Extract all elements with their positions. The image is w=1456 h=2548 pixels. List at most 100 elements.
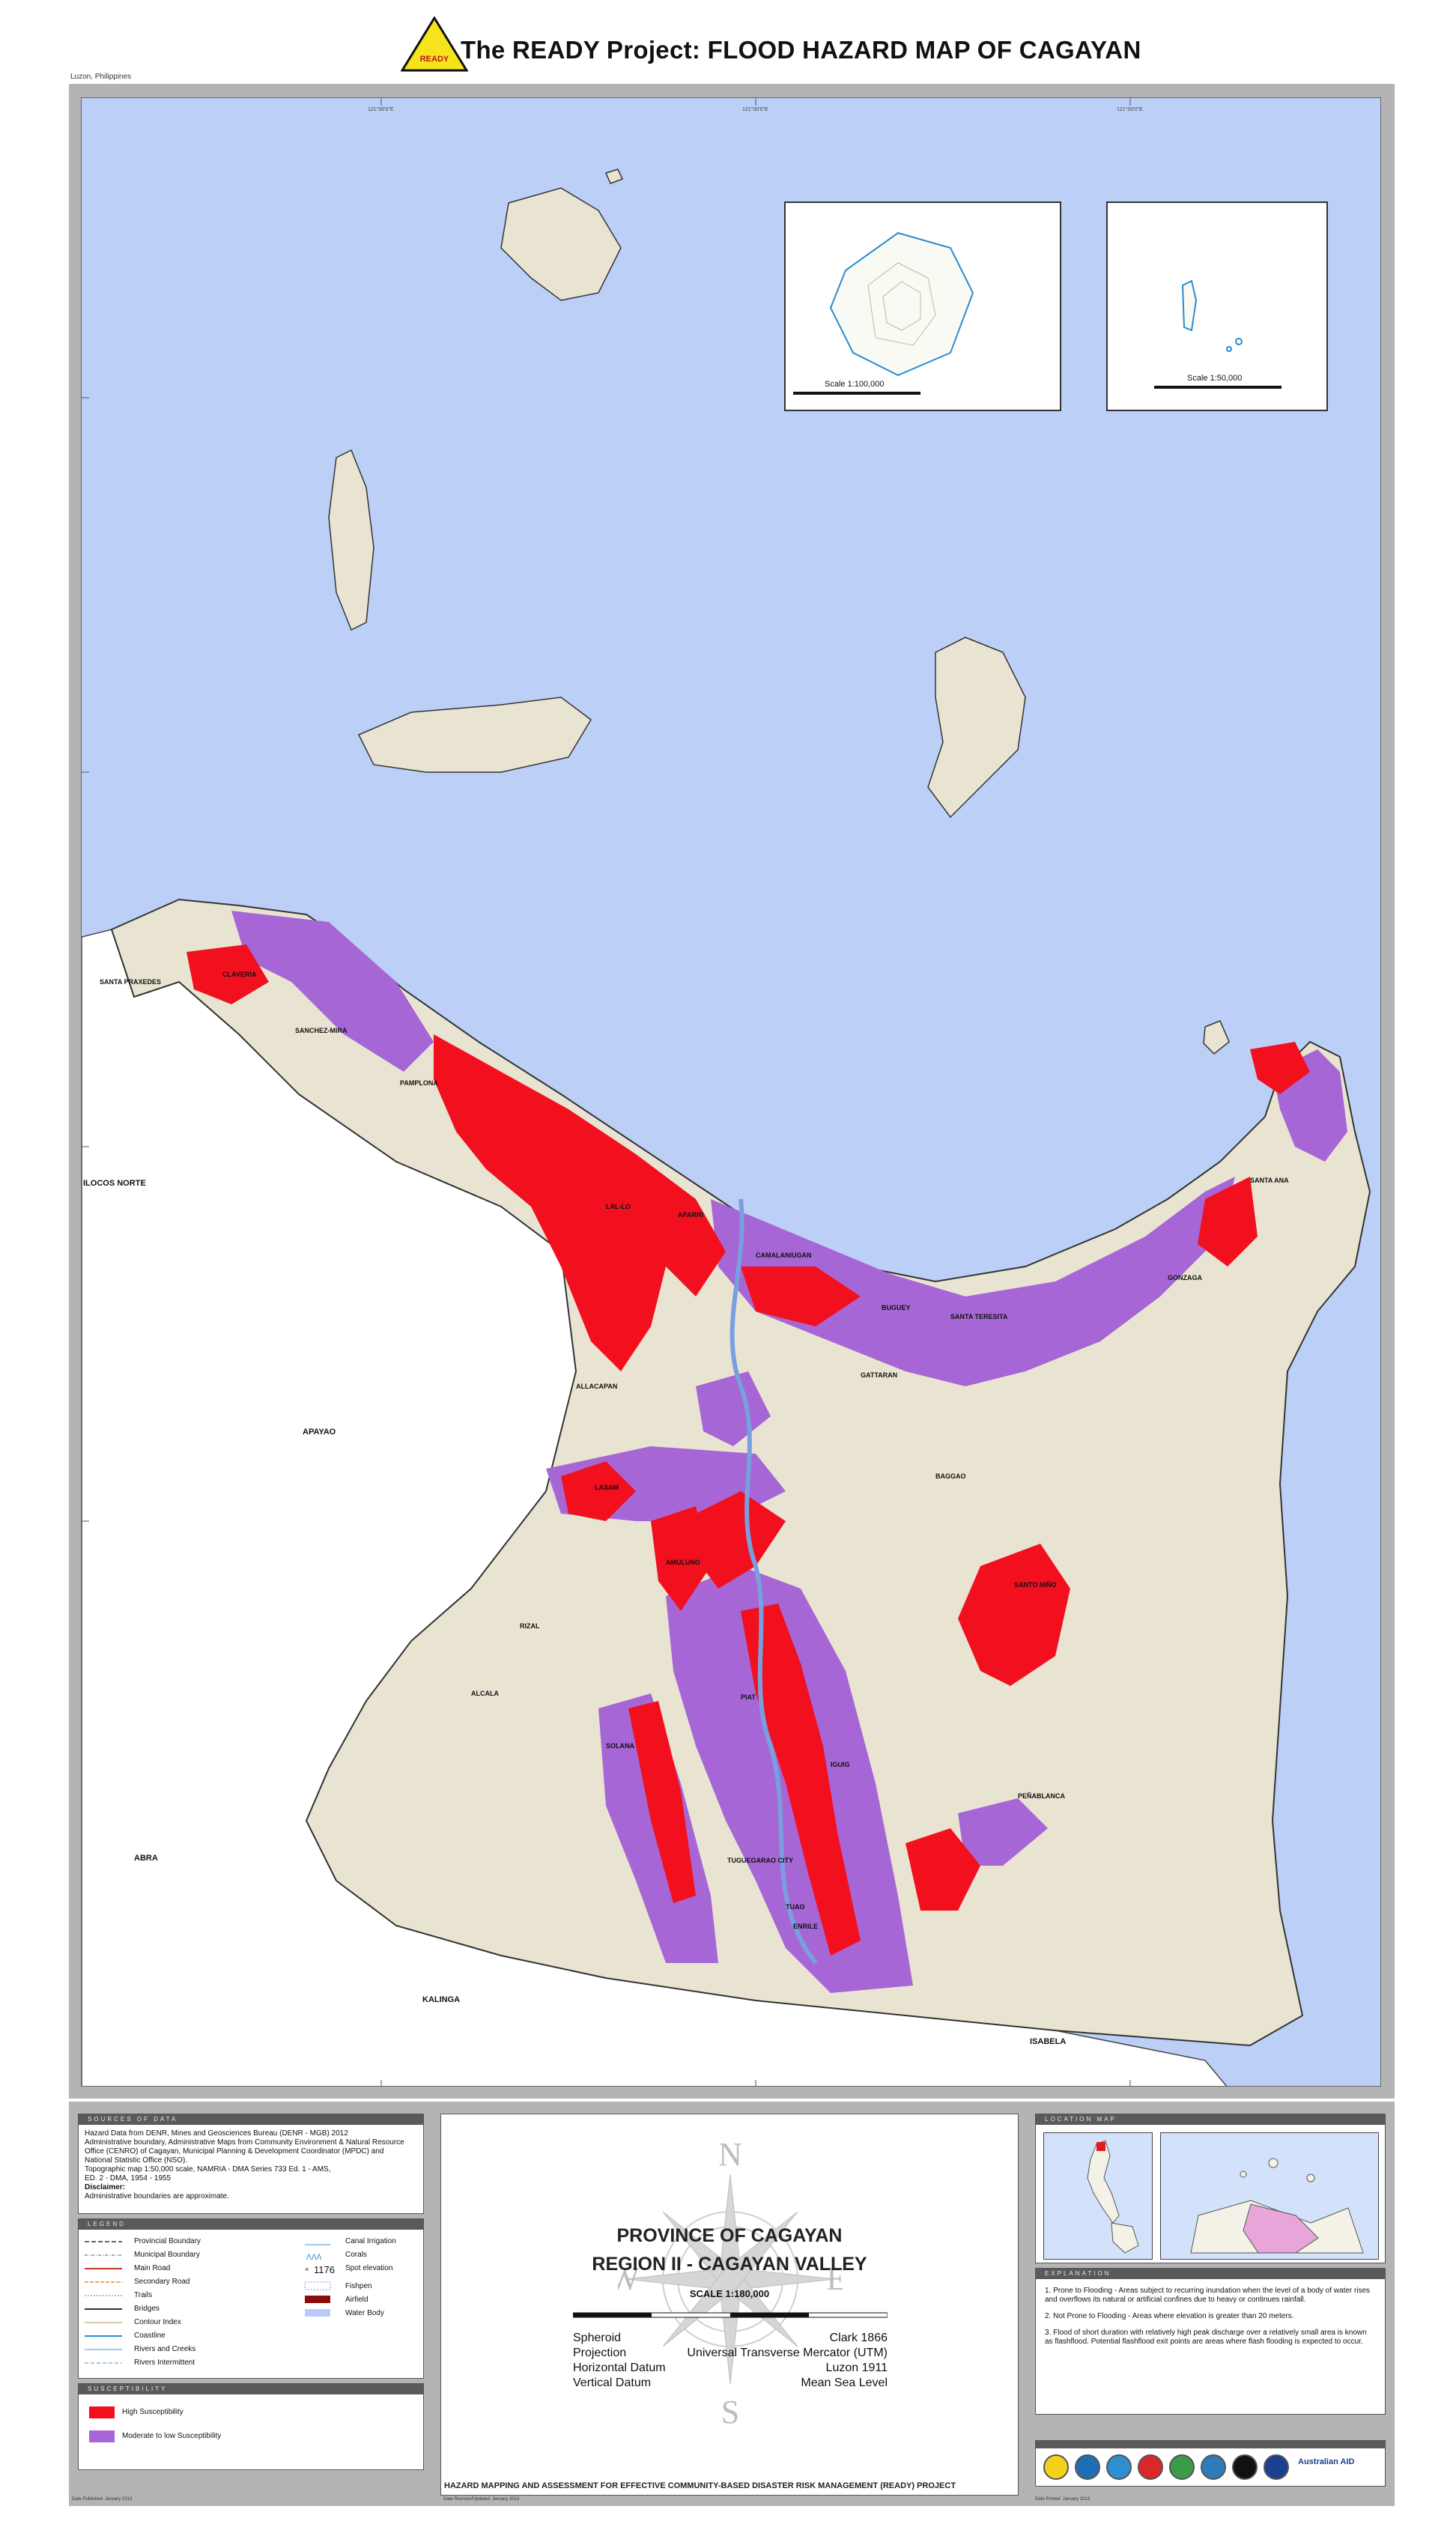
label-santa-praxedes: SANTA PRAXEDES <box>100 978 162 986</box>
datum-label: Vertical Datum <box>573 2376 652 2389</box>
label-amulung: AMULUNG <box>666 1559 700 1566</box>
label-aparri: APARRI <box>678 1211 703 1219</box>
namria-logo-icon <box>1201 2454 1226 2480</box>
disclaimer-title: Disclaimer: <box>85 2183 125 2191</box>
legend-line-symbols <box>85 2241 122 2364</box>
label-enrile: ENRILE <box>793 1923 819 1930</box>
philippines-shape-icon <box>1087 2140 1139 2254</box>
bottom-panel-area: SOURCES OF DATA Hazard Data from DENR, M… <box>69 2102 1395 2506</box>
province-title: PROVINCE OF CAGAYAN <box>616 2225 843 2246</box>
label-alcala: ALCALA <box>471 1690 499 1697</box>
sources-line: Office (CENRO) of Cagayan, Municipal Pla… <box>85 2147 384 2156</box>
legend-item: Contour Index <box>134 2318 181 2326</box>
region-title: REGION II - CAGAYAN VALLEY <box>592 2254 867 2275</box>
pagasa-logo-icon <box>1106 2454 1132 2480</box>
title-block-panel: N S E W PROVINCE OF CAGAYAN REGION II - … <box>440 2114 1019 2496</box>
tick-label: 121°00'0"E <box>742 107 768 112</box>
sources-line: Topographic map 1:50,000 scale, NAMRIA -… <box>85 2165 331 2174</box>
label-camalaniugan: CAMALANIUGAN <box>756 1252 812 1259</box>
island-camiguin-w <box>357 697 592 773</box>
label-tuguegarao: TUGUEGARAO CITY <box>727 1857 794 1864</box>
label-allacapan: ALLACAPAN <box>576 1383 618 1390</box>
sources-line: Hazard Data from DENR, Mines and Geoscie… <box>85 2129 348 2138</box>
page-title: The READY Project: FLOOD HAZARD MAP OF C… <box>461 36 1141 64</box>
date-printed: Date Printed: January 2013 <box>1035 2497 1091 2502</box>
map-grid-ticks <box>82 98 1131 2086</box>
label-lasam: LASAM <box>595 1484 619 1491</box>
partner-logos-heading <box>1036 2441 1385 2448</box>
svg-text:ᐱᐱᐱ: ᐱᐱᐱ <box>306 2254 322 2262</box>
inset-left-scale-label: Scale 1:100,000 <box>825 380 885 389</box>
label-pamplona: PAMPLONA <box>400 1079 438 1087</box>
moderate-susceptibility-label: Moderate to low Susceptibility <box>122 2432 222 2440</box>
island-palaui <box>1203 1020 1230 1055</box>
ready-logo-icon <box>1043 2454 1069 2480</box>
datum-value: Luzon 1911 <box>825 2362 888 2374</box>
datum-label: Horizontal Datum <box>573 2362 666 2374</box>
label-sanchez-mira: SANCHEZ-MIRA <box>295 1027 348 1034</box>
inset-right-scale-label: Scale 1:50,000 <box>1187 374 1243 383</box>
tick-label: 121°00'0"E <box>368 107 394 112</box>
sources-panel: SOURCES OF DATA Hazard Data from DENR, M… <box>78 2114 424 2214</box>
disclaimer-text: Administrative boundaries are approximat… <box>85 2192 229 2200</box>
mgb-logo-icon <box>1169 2454 1195 2480</box>
sources-line: Administrative boundary, Administrative … <box>85 2138 404 2147</box>
sources-body: Hazard Data from DENR, Mines and Geoscie… <box>79 2125 423 2206</box>
datum-row: Horizontal Datum Luzon 1911 <box>573 2362 888 2376</box>
high-susceptibility-areas <box>186 944 1310 1956</box>
compass-n: N <box>718 2136 742 2173</box>
label-isabela: ISABELA <box>1030 2037 1067 2046</box>
project-footer: HAZARD MAPPING AND ASSESSMENT FOR EFFECT… <box>444 2481 956 2490</box>
label-claveria: CLAVERIA <box>222 971 257 978</box>
legend-item: Corals <box>345 2251 367 2259</box>
legend-item: Spot elevation <box>345 2264 393 2272</box>
legend-heading: LEGEND <box>79 2219 423 2230</box>
legend-item: Main Road <box>134 2264 171 2272</box>
cagayan-region-shape-icon <box>1190 2158 1364 2254</box>
explanation-item: 1. Prone to Flooding - Areas subject to … <box>1045 2287 1371 2304</box>
philippines-locator-map <box>1043 2132 1153 2260</box>
location-note: Luzon, Philippines <box>70 73 132 81</box>
label-santa-teresita: SANTA TERESITA <box>950 1313 1008 1320</box>
phivolcs-logo-icon <box>1075 2454 1100 2480</box>
high-susceptibility-label: High Susceptibility <box>122 2408 183 2416</box>
datum-value: Universal Transverse Mercator (UTM) <box>687 2347 888 2359</box>
compass-e: E <box>827 2260 843 2297</box>
susceptibility-heading: SUSCEPTIBILITY <box>79 2384 423 2394</box>
map-drawing <box>82 98 1371 2086</box>
compass-s: S <box>721 2394 739 2430</box>
ready-logo-icon: READY <box>401 16 468 72</box>
legend-panel: LEGEND Provincial Boundary Municipal Bou… <box>78 2218 424 2379</box>
sources-line: ED. 2 - DMA, 1954 - 1955 <box>85 2174 172 2183</box>
flood-hazard-map[interactable]: 121°00'0"E 121°00'0"E 121°00'0"E Scale 1… <box>81 97 1381 2087</box>
legend-item: Rivers Intermittent <box>134 2359 195 2367</box>
label-gattaran: GATTARAN <box>861 1371 898 1379</box>
undp-logo-icon <box>1264 2454 1289 2480</box>
explanation-panel: EXPLANATION 1. Prone to Flooding - Areas… <box>1035 2268 1386 2415</box>
island-camiguin <box>927 637 1026 819</box>
label-apayao: APAYAO <box>303 1428 336 1437</box>
inset-map-left: Scale 1:100,000 <box>784 201 1061 411</box>
label-santa-ana: SANTA ANA <box>1250 1177 1289 1184</box>
label-santo-nino: SANTO NIÑO <box>1014 1581 1057 1589</box>
datum-row: Spheroid Clark 1866 <box>573 2332 888 2347</box>
island-small-1 <box>604 169 624 184</box>
label-gonzaga: GONZAGA <box>1168 1274 1202 1281</box>
label-buguey: BUGUEY <box>882 1304 911 1311</box>
legend-item: Airfield <box>345 2296 368 2304</box>
inset-map-right: Scale 1:50,000 <box>1106 201 1328 411</box>
legend-item: Secondary Road <box>134 2278 190 2286</box>
explanation-item: 3. Flood of short duration with relative… <box>1045 2329 1367 2346</box>
datum-row: Vertical Datum Mean Sea Level <box>573 2376 888 2391</box>
label-lal-lo: LAL-LO <box>606 1203 631 1210</box>
northern-islands <box>328 169 1230 1055</box>
moderate-susceptibility-swatch <box>89 2430 115 2442</box>
datum-label: Spheroid <box>573 2332 622 2344</box>
label-solana: SOLANA <box>606 1742 634 1750</box>
map-frame: 121°00'0"E 121°00'0"E 121°00'0"E Scale 1… <box>69 84 1395 2099</box>
svg-text:×: × <box>305 2266 309 2273</box>
date-published: Date Published: January 2013 <box>72 2497 133 2502</box>
sources-line: National Statistic Office (NSO). <box>85 2156 188 2165</box>
high-susceptibility-swatch <box>89 2406 115 2418</box>
tick-label: 121°00'0"E <box>1117 107 1143 112</box>
